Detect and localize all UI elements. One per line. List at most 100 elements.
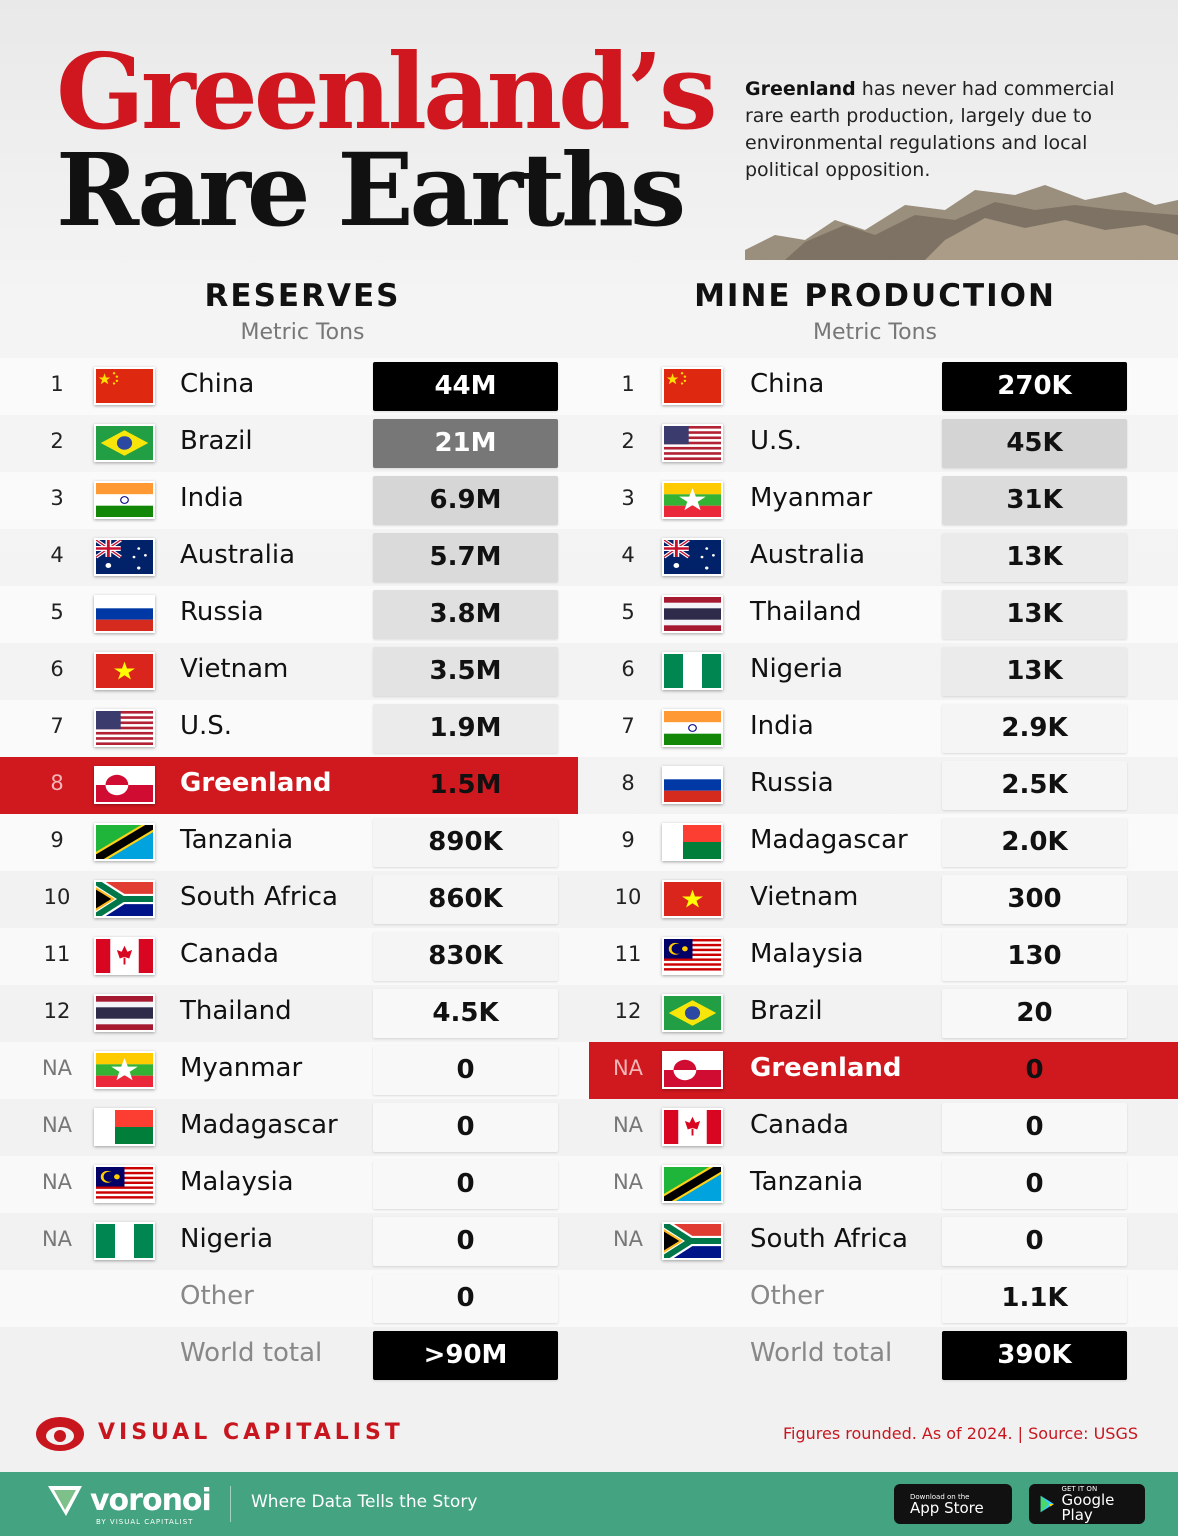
source-note: Figures rounded. As of 2024. | Source: U…	[783, 1424, 1138, 1443]
country-name: Brazil	[180, 426, 253, 456]
rocks-illustration	[745, 185, 1178, 260]
country-name: Malaysia	[750, 939, 864, 969]
flag-ca-icon	[94, 937, 155, 975]
table-row: 11 Canada 830K	[0, 928, 589, 985]
value-box: 0	[373, 1046, 558, 1095]
country-name: World total	[180, 1338, 323, 1368]
country-name: Other	[180, 1281, 254, 1311]
value-box: 3.5M	[373, 647, 558, 696]
flag-in-icon	[662, 709, 723, 747]
country-name: Tanzania	[750, 1167, 864, 1197]
rank: 11	[43, 942, 71, 966]
table-row: 5 Russia 3.8M	[0, 586, 589, 643]
country-name: Greenland	[180, 768, 332, 798]
table-row: 7 U.S. 1.9M	[0, 700, 589, 757]
rank: 8	[621, 771, 635, 795]
value-box: 0	[942, 1160, 1127, 1209]
voronoi-byline: BY VISUAL CAPITALIST	[96, 1518, 194, 1526]
table-row: 7 India 2.9K	[589, 700, 1178, 757]
rank: NA	[41, 1170, 73, 1194]
flag-za-icon	[662, 1222, 723, 1260]
summary-row: World total 390K	[589, 1327, 1178, 1384]
table-row: 9 Madagascar 2.0K	[589, 814, 1178, 871]
flag-gl-icon	[94, 766, 155, 804]
value-box: >90M	[373, 1331, 558, 1380]
country-name: Thailand	[180, 996, 292, 1026]
rank: 6	[50, 657, 64, 681]
reserves-heading: RESERVES	[204, 278, 401, 314]
rank: 3	[621, 486, 635, 510]
country-name: Nigeria	[180, 1224, 274, 1254]
rank: 7	[621, 714, 635, 738]
flag-ca-icon	[662, 1108, 723, 1146]
rank: 9	[50, 828, 64, 852]
app-store-button[interactable]: Download on the App Store	[894, 1484, 1012, 1524]
flag-tz-icon	[662, 1165, 723, 1203]
table-row: 1 China 270K	[589, 358, 1178, 415]
reserves-subtitle: Metric Tons	[240, 320, 365, 345]
value-box: 860K	[373, 875, 558, 924]
country-name: Russia	[180, 597, 264, 627]
table-row: 8 Russia 2.5K	[589, 757, 1178, 814]
voronoi-logo[interactable]: voronoi BY VISUAL CAPITALIST	[46, 1482, 212, 1526]
value-box: 13K	[942, 533, 1127, 582]
rank: 12	[43, 999, 71, 1023]
value-box: 0	[1025, 1055, 1044, 1085]
flag-ng-icon	[662, 652, 723, 690]
rank: NA	[612, 1170, 644, 1194]
rank: 8	[50, 771, 64, 795]
vc-logo-icon	[36, 1417, 84, 1451]
summary-row: Other 0	[0, 1270, 589, 1327]
summary-row: World total >90M	[0, 1327, 589, 1384]
rank: NA	[41, 1056, 73, 1080]
flag-cn-icon	[662, 367, 723, 405]
rank: NA	[612, 1227, 644, 1251]
value-box: 4.5K	[373, 989, 558, 1038]
value-box: 13K	[942, 590, 1127, 639]
table-row: NA Myanmar 0	[0, 1042, 589, 1099]
table-row: 8 Greenland 1.5M	[0, 757, 578, 814]
country-name: Madagascar	[750, 825, 908, 855]
country-name: Vietnam	[750, 882, 859, 912]
google-play-button[interactable]: GET IT ON Google Play	[1029, 1484, 1145, 1524]
country-name: Myanmar	[180, 1053, 303, 1083]
country-name: Other	[750, 1281, 824, 1311]
table-row: NA Tanzania 0	[589, 1156, 1178, 1213]
appstore-label: App Store	[910, 1498, 984, 1517]
intro-bold: Greenland	[745, 78, 856, 100]
flag-th-icon	[662, 595, 723, 633]
flag-ru-icon	[662, 766, 723, 804]
rank: NA	[612, 1113, 644, 1137]
table-row: NA Nigeria 0	[0, 1213, 589, 1270]
value-box: 0	[373, 1217, 558, 1266]
rank: 10	[614, 885, 642, 909]
flag-au-icon	[662, 538, 723, 576]
table-row: 11 Malaysia 130	[589, 928, 1178, 985]
country-name: South Africa	[750, 1224, 908, 1254]
country-name: South Africa	[180, 882, 338, 912]
table-row: 3 India 6.9M	[0, 472, 589, 529]
flag-cn-icon	[94, 367, 155, 405]
flag-tz-icon	[94, 823, 155, 861]
value-box: 830K	[373, 932, 558, 981]
table-row: 9 Tanzania 890K	[0, 814, 589, 871]
flag-us-icon	[94, 709, 155, 747]
value-box: 6.9M	[373, 476, 558, 525]
value-box: 1.5M	[429, 770, 502, 800]
rank: 10	[43, 885, 71, 909]
appstore-small: Download on the	[910, 1492, 970, 1501]
intro-rest: has never had commercial rare earth prod…	[745, 78, 1115, 181]
country-name: Canada	[180, 939, 279, 969]
brand-name: VISUAL CAPITALIST	[98, 1419, 404, 1445]
flag-br-icon	[662, 994, 723, 1032]
value-box: 44M	[373, 362, 558, 411]
value-box: 3.8M	[373, 590, 558, 639]
flag-vn-icon	[662, 880, 723, 918]
summary-row: Other 1.1K	[589, 1270, 1178, 1327]
rank: 4	[50, 543, 64, 567]
rank: NA	[612, 1056, 644, 1080]
rank: NA	[41, 1227, 73, 1251]
flag-au-icon	[94, 538, 155, 576]
rank: 9	[621, 828, 635, 852]
flag-us-icon	[662, 424, 723, 462]
